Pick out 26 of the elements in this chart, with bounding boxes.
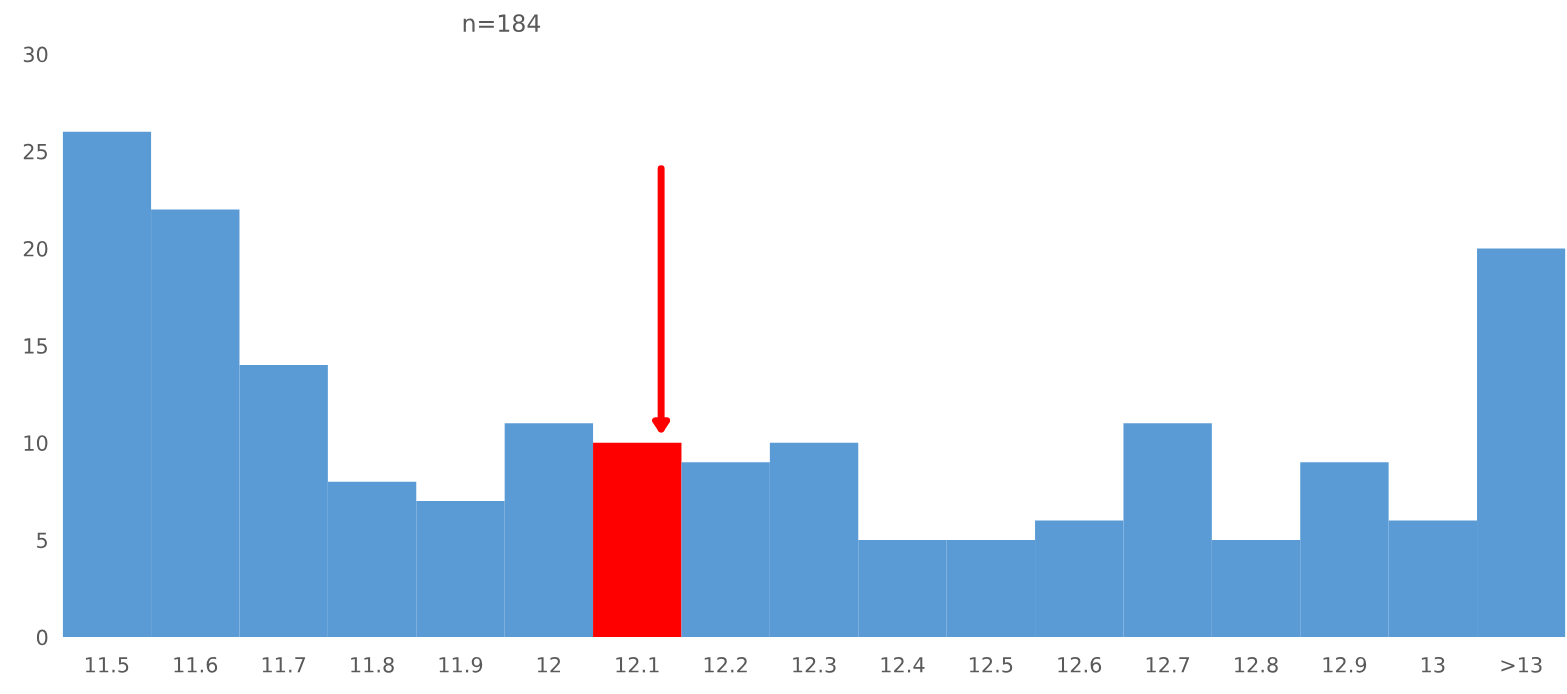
x-tick-label: 12.2 (704, 656, 747, 673)
x-tick-label: 12.4 (881, 656, 925, 673)
chart-title: n=184 (463, 14, 541, 33)
x-tick-label: 12.1 (616, 656, 659, 673)
x-tick-label: 12.9 (1323, 656, 1367, 673)
bar (593, 442, 682, 638)
x-tick-label: 11.7 (262, 657, 306, 673)
x-tick-label: 11.8 (351, 656, 394, 673)
x-tick-label: 12.3 (793, 656, 836, 673)
x-tick-label: >13 (1501, 656, 1542, 673)
x-tick-label: 11.5 (85, 657, 129, 673)
x-tick-label: 12.8 (1235, 656, 1278, 673)
y-tick-label: 0 (36, 629, 48, 646)
x-tick-label: 11.9 (439, 656, 483, 673)
x-tick-label: 13 (1421, 656, 1445, 673)
y-tick-label: 5 (37, 532, 47, 549)
x-tick-label: 12.5 (969, 656, 1013, 673)
y-tick-label: 10 (24, 435, 48, 451)
y-tick-label: 20 (23, 240, 48, 257)
y-tick-label: 25 (23, 143, 47, 160)
y-tick-label: 30 (23, 46, 48, 63)
y-tick-label: 15 (24, 338, 47, 354)
x-tick-label: 12.7 (1146, 656, 1190, 673)
x-tick-label: 11.6 (174, 656, 218, 673)
x-tick-label: 12.6 (1058, 656, 1102, 673)
x-tick-label: 12 (537, 656, 561, 673)
